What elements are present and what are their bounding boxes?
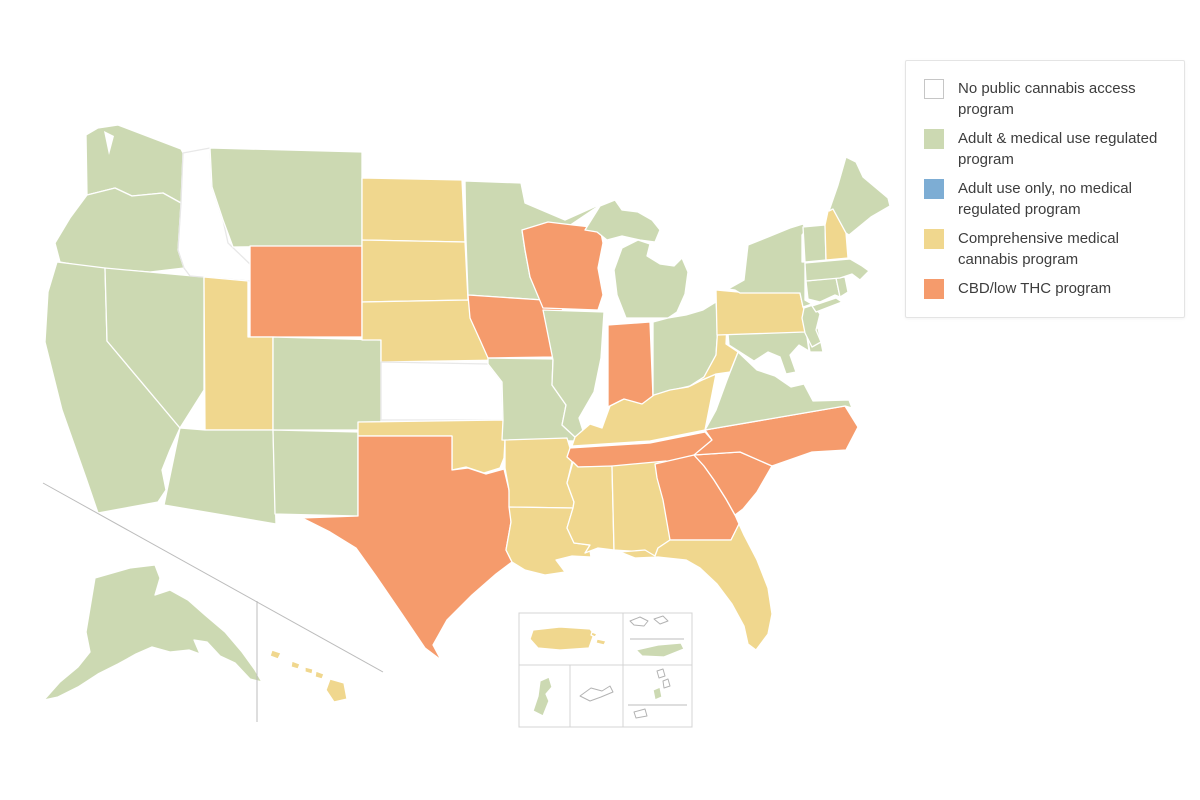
inset-frames — [42, 482, 693, 728]
island-st-thomas-icon — [629, 616, 649, 627]
state-new-york[interactable] — [727, 223, 813, 308]
island-mariana-south — [633, 708, 648, 719]
state-arkansas[interactable] — [504, 437, 575, 509]
legend-swatch-no-program — [924, 79, 944, 99]
territory-northern-mariana-saipan[interactable] — [652, 686, 663, 701]
legend-item-adult-medical[interactable]: Adult & medical use regulated program — [924, 128, 1178, 170]
state-indiana[interactable] — [607, 321, 654, 408]
state-hawaii-molokai[interactable] — [304, 666, 314, 675]
state-north-carolina[interactable] — [693, 405, 859, 467]
state-wyoming[interactable] — [249, 245, 363, 338]
legend-swatch-medical — [924, 229, 944, 249]
state-oregon[interactable] — [54, 187, 185, 273]
legend-label: Adult & medical use regulated program — [958, 130, 1158, 168]
territory-american-samoa[interactable] — [579, 685, 614, 702]
island-mariana-north-1 — [656, 668, 666, 679]
state-maryland[interactable] — [727, 329, 810, 375]
legend-swatch-adult-only — [924, 179, 944, 199]
state-wisconsin[interactable] — [521, 221, 604, 311]
legend-item-medical[interactable]: Comprehensive medical cannabis program — [924, 228, 1178, 270]
state-pennsylvania[interactable] — [715, 289, 810, 336]
island-st-john-icon — [653, 615, 669, 625]
state-montana[interactable] — [209, 147, 363, 248]
puget-sound — [104, 131, 114, 155]
legend-label: Comprehensive medical cannabis program — [958, 230, 1119, 268]
state-florida[interactable] — [619, 523, 773, 651]
state-alaska[interactable] — [43, 564, 263, 701]
state-mississippi[interactable] — [566, 461, 615, 554]
state-west-virginia[interactable] — [689, 322, 739, 387]
state-colorado[interactable] — [272, 336, 382, 431]
state-south-dakota[interactable] — [361, 239, 469, 303]
alaska-separator-line — [42, 482, 384, 673]
state-michigan-upper[interactable] — [584, 199, 661, 243]
state-michigan-lower[interactable] — [613, 239, 689, 319]
territory-puerto-rico[interactable] — [529, 626, 595, 651]
inset-box-northern-mariana — [622, 664, 693, 728]
territory-guam[interactable] — [532, 676, 553, 717]
state-vermont[interactable] — [802, 224, 827, 263]
legend-label: CBD/low THC program — [958, 280, 1112, 297]
state-arizona[interactable] — [163, 427, 277, 525]
legend-item-no-program[interactable]: No public cannabis access program — [924, 78, 1178, 120]
legend-swatch-adult-medical — [924, 129, 944, 149]
state-hawaii-kauai[interactable] — [269, 649, 282, 660]
state-virginia[interactable] — [704, 351, 853, 431]
state-north-dakota[interactable] — [361, 177, 466, 243]
state-texas[interactable] — [301, 435, 513, 661]
state-hawaii-oahu[interactable] — [290, 660, 301, 670]
legend-label: Adult use only, no medical regulated pro… — [958, 180, 1132, 218]
state-hawaii-big-island[interactable] — [325, 678, 348, 703]
territory-us-virgin-islands-st-croix[interactable] — [635, 642, 685, 658]
legend-item-cbd-low-thc[interactable]: CBD/low THC program — [924, 278, 1178, 299]
state-kentucky[interactable] — [571, 373, 717, 447]
state-maine[interactable] — [828, 156, 891, 236]
island-mariana-north-2 — [662, 678, 671, 689]
state-nevada[interactable] — [104, 267, 205, 429]
territory-puerto-rico-vieques[interactable] — [595, 638, 607, 646]
state-kansas[interactable] — [380, 361, 504, 421]
legend-swatch-cbd-low-thc — [924, 279, 944, 299]
states-layer — [43, 124, 891, 717]
state-massachusetts[interactable] — [804, 258, 870, 282]
legend-label: No public cannabis access program — [958, 80, 1136, 118]
legend-item-adult-only[interactable]: Adult use only, no medical regulated pro… — [924, 178, 1178, 220]
state-new-york-long-island[interactable] — [811, 297, 843, 313]
state-new-mexico[interactable] — [272, 429, 359, 517]
territory-puerto-rico-culebra[interactable] — [590, 631, 598, 638]
outline-islands — [579, 615, 671, 719]
state-hawaii-maui[interactable] — [314, 670, 325, 680]
map-legend: No public cannabis access program Adult … — [905, 60, 1185, 318]
